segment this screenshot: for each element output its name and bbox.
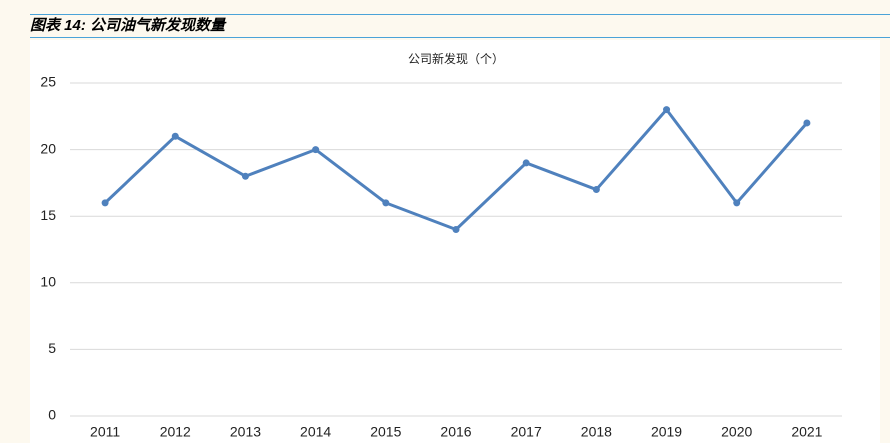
y-tick-label: 15 bbox=[40, 207, 56, 223]
point bbox=[241, 172, 249, 180]
y-tick-label: 0 bbox=[48, 407, 56, 423]
point bbox=[592, 186, 600, 194]
x-tick-label: 2014 bbox=[300, 424, 331, 440]
x-tick-label: 2016 bbox=[440, 424, 471, 440]
point bbox=[522, 159, 530, 167]
point bbox=[663, 106, 671, 114]
x-tick-label: 2018 bbox=[581, 424, 612, 440]
point bbox=[101, 199, 109, 207]
point bbox=[171, 132, 179, 140]
y-tick-label: 25 bbox=[40, 74, 56, 90]
x-tick-label: 2021 bbox=[791, 424, 822, 440]
point bbox=[382, 199, 390, 207]
series-line bbox=[104, 108, 809, 232]
figure-title: 图表 14: 公司油气新发现数量 bbox=[30, 14, 890, 38]
x-tick-label: 2013 bbox=[230, 424, 261, 440]
y-tick-label: 20 bbox=[40, 140, 56, 156]
x-tick-label: 2019 bbox=[651, 424, 682, 440]
chart: 公司新发现（个） 0 5 10 15 20 25 2011 2012 2013 2014 2015 2… bbox=[30, 40, 880, 443]
point bbox=[733, 199, 741, 207]
point bbox=[452, 226, 460, 234]
x-tick-label: 2011 bbox=[90, 424, 120, 440]
y-tick-label: 10 bbox=[40, 274, 56, 290]
x-tick-label: 2012 bbox=[160, 424, 191, 440]
chart-title: 公司新发现（个） bbox=[408, 51, 504, 66]
x-tick-label: 2020 bbox=[721, 424, 752, 440]
x-tick-label: 2017 bbox=[511, 424, 542, 440]
y-tick-label: 5 bbox=[48, 340, 56, 356]
x-tick-label: 2015 bbox=[370, 424, 401, 440]
point bbox=[803, 119, 811, 127]
point bbox=[312, 146, 320, 154]
